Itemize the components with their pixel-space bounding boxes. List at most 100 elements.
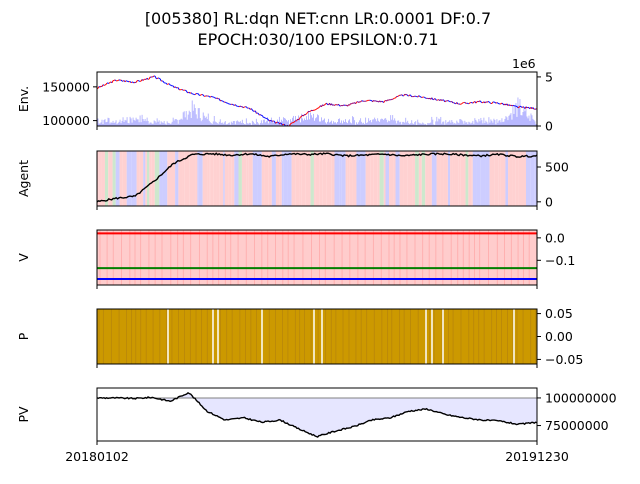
action-band (440, 151, 444, 206)
price-segment (195, 94, 196, 95)
price-segment (270, 120, 271, 121)
action-band (211, 151, 213, 206)
right-axis-offset-text: 1e6 (512, 56, 536, 71)
action-band (258, 151, 262, 206)
price-segment (171, 85, 172, 86)
action-band (370, 151, 374, 206)
price-segment (185, 90, 186, 91)
price-segment (305, 114, 306, 115)
y-tick-label: 100000 (42, 113, 90, 128)
action-band (189, 151, 193, 206)
price-segment (112, 81, 113, 83)
action-band (242, 151, 247, 206)
policy-plot (97, 309, 537, 364)
price-segment (325, 104, 326, 105)
price-segment (306, 113, 307, 114)
action-band (108, 151, 112, 206)
price-segment (418, 96, 419, 97)
price-segment (130, 81, 131, 82)
price-segment (449, 101, 450, 102)
price-segment (457, 102, 458, 103)
policy-panel: 0.050.00−0.05P (16, 306, 583, 368)
price-segment (409, 95, 410, 96)
price-segment (147, 78, 148, 79)
price-segment (465, 102, 466, 103)
action-band (323, 151, 327, 206)
price-segment (384, 101, 385, 103)
action-band (530, 151, 534, 206)
action-band (101, 151, 105, 206)
action-band (385, 151, 389, 206)
price-segment (298, 119, 299, 120)
action-band (380, 151, 384, 206)
y-tick-label: 75000000 (545, 418, 609, 433)
action-band (175, 151, 178, 206)
price-segment (462, 103, 463, 104)
action-band (361, 151, 366, 206)
price-segment (217, 98, 218, 99)
price-segment (497, 102, 498, 103)
price-segment (376, 101, 377, 102)
price-segment (315, 109, 316, 110)
action-band (239, 151, 242, 206)
price-segment (526, 107, 527, 108)
price-segment (327, 103, 328, 104)
price-segment (476, 102, 477, 103)
action-band (207, 151, 209, 206)
price-segment (126, 81, 127, 82)
price-segment (452, 101, 453, 102)
price-segment (232, 104, 233, 105)
price-segment (178, 88, 179, 90)
value-panel: 0.0−0.1V (16, 230, 575, 289)
price-segment (153, 76, 154, 77)
action-band (143, 151, 145, 206)
price-segment (341, 105, 342, 106)
action-band (348, 151, 350, 206)
price-segment (389, 100, 390, 101)
price-segment (509, 105, 510, 106)
price-segment (291, 123, 292, 124)
price-segment (235, 105, 236, 106)
action-band (163, 151, 167, 206)
action-band (400, 151, 404, 206)
price-segment (219, 99, 220, 101)
action-band (223, 151, 225, 206)
action-band (248, 151, 252, 206)
action-band (105, 151, 108, 206)
action-band (408, 151, 413, 206)
price-segment (242, 107, 243, 108)
action-band (279, 151, 282, 206)
price-segment (125, 81, 126, 82)
action-band (306, 151, 311, 206)
action-band (203, 151, 208, 206)
price-segment (166, 83, 167, 84)
action-band (209, 151, 211, 206)
action-band (476, 151, 480, 206)
price-segment (316, 108, 317, 109)
action-band (422, 151, 425, 206)
price-segment (348, 105, 349, 107)
action-band (389, 151, 393, 206)
action-band (231, 151, 234, 206)
y-axis-label: PV (16, 406, 31, 423)
price-segment (191, 93, 192, 94)
action-band (172, 151, 175, 206)
action-band (167, 151, 172, 206)
action-band (485, 151, 489, 206)
price-segment (492, 102, 493, 104)
price-segment (208, 96, 209, 97)
price-segment (481, 102, 482, 103)
action-band (378, 151, 380, 206)
price-segment (225, 102, 226, 103)
action-band (519, 151, 523, 206)
price-segment (343, 105, 344, 106)
price-segment (258, 114, 259, 116)
y-tick-label: 500 (545, 160, 569, 175)
action-band (415, 151, 419, 206)
price-segment (290, 123, 291, 124)
price-segment (324, 105, 325, 106)
price-segment (160, 79, 161, 81)
price-segment (243, 107, 244, 108)
action-band (327, 151, 332, 206)
